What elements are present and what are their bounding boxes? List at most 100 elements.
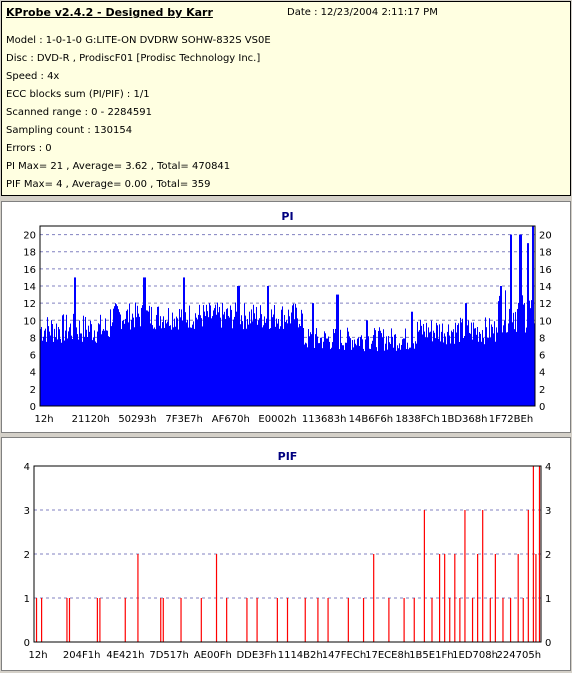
pi-bar <box>477 326 478 406</box>
x-tick-label: 147FECh <box>322 650 366 661</box>
y-tick-label-right: 4 <box>539 368 545 379</box>
pi-bar <box>475 328 476 406</box>
pi-bar <box>507 332 508 406</box>
pi-bar <box>261 314 262 406</box>
pi-bar <box>310 332 311 406</box>
pi-bar <box>405 328 406 406</box>
pi-bar <box>470 333 471 406</box>
pi-bar <box>323 341 324 406</box>
pi-bar <box>508 323 509 406</box>
pi-bar <box>86 329 87 406</box>
pi-bar <box>177 318 178 406</box>
pi-bar <box>400 349 401 406</box>
app-title: KProbe v2.4.2 - Designed by Karr <box>6 6 213 19</box>
pi-bar <box>294 319 295 406</box>
pi-bar <box>179 308 180 406</box>
pi-bar <box>128 322 129 406</box>
pi-bar <box>246 328 247 406</box>
pi-bar <box>483 337 484 406</box>
pi-bar <box>161 328 162 406</box>
pi-bar <box>70 323 71 406</box>
pi-bar <box>527 243 528 406</box>
pi-bar <box>49 331 50 406</box>
pi-bar <box>77 334 78 406</box>
pi-bar <box>514 329 515 406</box>
pi-bar <box>529 300 530 406</box>
pi-bar <box>351 349 352 406</box>
pi-bar <box>315 334 316 406</box>
pi-bar <box>415 341 416 406</box>
pi-bar <box>397 345 398 406</box>
pi-bar <box>150 323 151 406</box>
pi-bar <box>104 330 105 406</box>
pi-bar <box>76 327 77 406</box>
info-line-sampling: Sampling count : 130154 <box>6 125 133 136</box>
pi-bar <box>260 305 261 406</box>
pi-bar <box>418 331 419 406</box>
pi-bar <box>252 321 253 406</box>
pi-bar <box>244 303 245 406</box>
pi-bar <box>256 306 257 406</box>
pi-bar <box>222 303 223 406</box>
pi-bar <box>479 332 480 406</box>
pi-bar <box>93 337 94 406</box>
pi-bar <box>208 317 209 406</box>
pi-bar <box>249 311 250 406</box>
pi-bar <box>312 303 313 406</box>
pi-bar <box>491 324 492 406</box>
x-tick-label: 1B5E1Fh <box>409 650 453 661</box>
pi-bar <box>199 304 200 406</box>
pi-bar <box>393 347 394 406</box>
pi-bar <box>144 277 145 406</box>
pi-bar <box>82 341 83 406</box>
x-tick-label: 1114B2h <box>278 650 323 661</box>
pi-bar <box>319 343 320 406</box>
pi-bar <box>96 342 97 406</box>
pi-bar <box>506 332 507 406</box>
pi-bar <box>195 313 196 406</box>
pi-bar <box>359 345 360 406</box>
pi-bar <box>212 316 213 406</box>
x-tick-label: 1ED708h <box>452 650 498 661</box>
pi-bar <box>205 316 206 406</box>
pi-bar <box>510 234 511 406</box>
pi-bar <box>92 340 93 406</box>
pi-bar <box>108 336 109 406</box>
pi-bar <box>288 309 289 406</box>
pi-bar <box>442 323 443 406</box>
pi-bar <box>89 331 90 406</box>
pi-bar <box>356 345 357 406</box>
pi-bar <box>97 331 98 406</box>
pi-bar <box>157 306 158 406</box>
pi-bar <box>262 327 263 406</box>
pi-bar <box>492 326 493 406</box>
pi-bar <box>377 351 378 406</box>
pi-bar <box>105 318 106 406</box>
pi-bar <box>497 332 498 406</box>
pi-bar <box>162 322 163 406</box>
y-tick-label-left: 2 <box>30 385 36 396</box>
pi-bar <box>378 330 379 406</box>
pi-bar <box>232 328 233 406</box>
pi-bar <box>196 317 197 406</box>
pi-bar <box>264 316 265 406</box>
pi-bar <box>62 315 63 406</box>
pi-bar <box>131 319 132 406</box>
info-line-disc: Disc : DVD-R , ProdiscF01 [Prodisc Techn… <box>6 53 261 64</box>
y-tick-label-right: 12 <box>539 299 552 310</box>
pi-bar <box>50 335 51 406</box>
pi-bar <box>293 303 294 406</box>
pi-bar <box>401 344 402 406</box>
pi-bar <box>58 326 59 406</box>
pi-bar <box>504 320 505 406</box>
pi-bar <box>324 331 325 406</box>
pi-bar <box>365 339 366 406</box>
pi-bar <box>450 343 451 406</box>
pi-bar <box>411 311 412 406</box>
pi-bar <box>217 302 218 406</box>
pi-bar <box>344 349 345 406</box>
pi-bar <box>173 327 174 406</box>
pi-bar <box>130 329 131 406</box>
pi-bar <box>226 309 227 406</box>
pi-bar <box>80 333 81 406</box>
